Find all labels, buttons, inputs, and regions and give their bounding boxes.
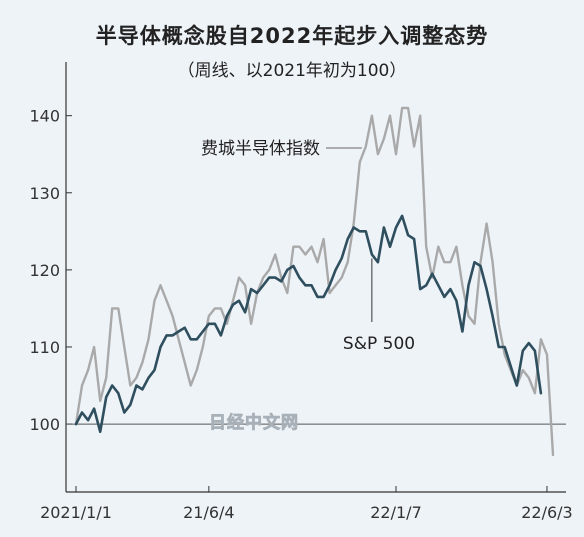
x-tick-label: 2021/1/1 xyxy=(40,503,112,522)
y-tick-label: 100 xyxy=(29,415,60,434)
series-lines xyxy=(74,106,555,457)
series-label-sp500: S&P 500 xyxy=(343,334,415,354)
chart-subtitle: （周线、以2021年初为100） xyxy=(177,61,407,81)
x-tick-label: 22/1/7 xyxy=(370,503,422,522)
series-line-sox xyxy=(74,106,555,457)
y-tick-label: 110 xyxy=(29,338,60,357)
y-tick-label: 120 xyxy=(29,261,60,280)
y-tick-label: 140 xyxy=(29,107,60,126)
x-tick-label: 21/6/4 xyxy=(183,503,235,522)
axes: 100 110 120 130 140 2021/1/1 21/6/4 22/1/7 22/6/… xyxy=(29,62,573,522)
series-label-sox: 费城半导体指数 xyxy=(201,139,320,159)
y-tick-label: 130 xyxy=(29,184,60,203)
annotations: 日经中文网 费城半导体指数 S&P 500 xyxy=(201,139,415,433)
x-tick-label: 22/6/3 xyxy=(521,503,573,522)
series-line-sp500 xyxy=(74,214,543,434)
chart-title: 半导体概念股自2022年起步入调整态势 xyxy=(95,24,489,48)
watermark-text: 日经中文网 xyxy=(209,412,299,433)
